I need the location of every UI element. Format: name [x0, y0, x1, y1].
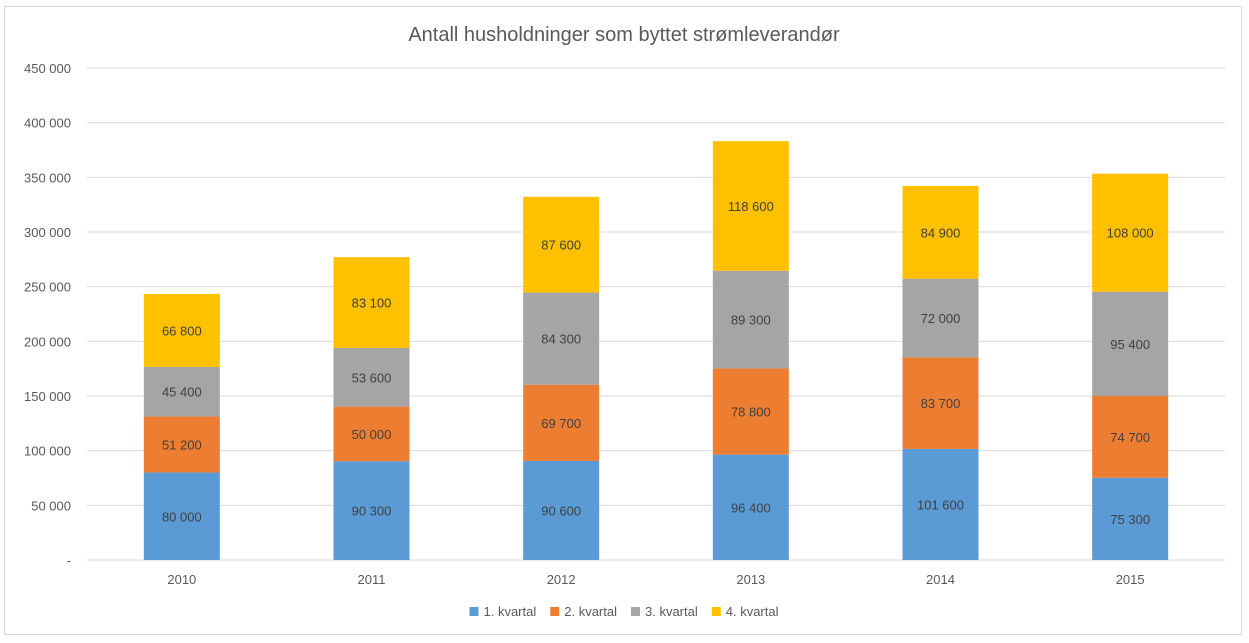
bar-segment [143, 416, 220, 473]
bar-segment [1092, 291, 1169, 396]
legend-item: 1. kvartal [469, 604, 537, 619]
data-label: 87 600 [541, 238, 581, 253]
bar-segment [902, 357, 979, 449]
gridlines [87, 67, 1225, 561]
data-label: 69 700 [541, 416, 581, 431]
legend-item: 4. kvartal [711, 604, 779, 619]
data-label: 51 200 [162, 438, 202, 453]
y-tick-label: 300 000 [24, 225, 71, 240]
bar-segment [523, 196, 600, 293]
data-labels: 80 000 51 200 45 400 66 800 90 300 50 000 53 6… [162, 199, 1154, 527]
legend-swatch [550, 607, 560, 616]
y-tick-label: 200 000 [24, 334, 71, 349]
x-tick-label: 2011 [358, 572, 386, 587]
bar-segment [902, 448, 979, 560]
legend-swatch [711, 607, 721, 616]
y-tick-label: 400 000 [24, 116, 71, 131]
stacked-bar-chart: Antall husholdninger som byttet strømlev… [24, 24, 1225, 619]
x-tick-label: 2014 [926, 572, 955, 587]
bar-segment [523, 384, 600, 461]
bar-segment [712, 454, 789, 560]
x-tick-label: 2015 [1116, 572, 1145, 587]
legend-swatch [631, 607, 640, 616]
y-tick-label: 250 000 [24, 280, 71, 295]
legend-item: 2. kvartal [550, 604, 617, 619]
y-tick-label: 450 000 [24, 61, 71, 76]
data-label: 53 600 [352, 370, 392, 385]
y-tick-label: - [67, 553, 71, 568]
legend-label: 2. kvartal [564, 604, 617, 619]
bar-segment [143, 293, 220, 367]
data-label: 83 700 [921, 396, 961, 411]
data-label: 74 700 [1110, 430, 1150, 445]
y-tick-label: 350 000 [24, 170, 71, 185]
data-label: 75 300 [1110, 512, 1150, 527]
chart-frame: Antall husholdninger som byttet strømlev… [4, 6, 1242, 635]
y-axis-ticks: - 50 000 100 000 150 000 200 000 250 000 300 0… [24, 61, 71, 568]
legend-label: 3. kvartal [645, 604, 698, 619]
chart-title: Antall husholdninger som byttet strømlev… [408, 24, 840, 46]
data-label: 101 600 [917, 497, 964, 512]
data-label: 45 400 [162, 385, 202, 400]
y-tick-label: 150 000 [24, 389, 71, 404]
legend: 1. kvartal 2. kvartal 3. kvartal 4. kvartal [469, 604, 779, 619]
bar-segment [712, 270, 789, 369]
x-axis-ticks: 2010 2011 2012 2013 2014 2015 [167, 572, 1144, 587]
data-label: 84 300 [541, 332, 581, 347]
legend-label: 4. kvartal [726, 604, 779, 619]
y-tick-label: 50 000 [31, 498, 71, 513]
legend-swatch [469, 607, 479, 616]
data-label: 90 600 [541, 503, 581, 518]
data-label: 50 000 [352, 427, 392, 442]
bar-segment [333, 461, 410, 560]
bar-segment [333, 348, 410, 407]
legend-label: 1. kvartal [484, 604, 537, 619]
bar-segment [333, 406, 410, 462]
bar-segment [143, 366, 220, 417]
bar-segment [712, 141, 789, 271]
x-tick-label: 2012 [547, 572, 576, 587]
data-label: 72 000 [921, 311, 961, 326]
bar-segment [1092, 396, 1169, 478]
bar-segment [902, 185, 979, 279]
data-label: 84 900 [921, 225, 961, 240]
bar-segment [902, 278, 979, 358]
bar-segment [1092, 477, 1169, 560]
bar-segment [523, 292, 600, 385]
data-label: 96 400 [731, 500, 771, 515]
data-label: 108 000 [1107, 226, 1154, 241]
bar-segment [712, 368, 789, 455]
y-tick-label: 100 000 [24, 444, 71, 459]
bar-segment [333, 257, 410, 349]
data-label: 66 800 [162, 323, 202, 338]
data-label: 83 100 [352, 296, 392, 311]
bar-segment [143, 472, 220, 560]
x-tick-label: 2010 [167, 572, 196, 587]
legend-item: 3. kvartal [631, 604, 698, 619]
data-label: 118 600 [728, 199, 774, 214]
bars [143, 141, 1169, 560]
bar-segment [523, 460, 600, 560]
data-label: 90 300 [352, 504, 392, 519]
bar-segment [1092, 173, 1169, 292]
data-label: 78 800 [731, 405, 771, 420]
x-tick-label: 2013 [736, 572, 765, 587]
data-label: 95 400 [1110, 337, 1150, 352]
data-label: 80 000 [162, 509, 202, 524]
data-label: 89 300 [731, 313, 771, 328]
